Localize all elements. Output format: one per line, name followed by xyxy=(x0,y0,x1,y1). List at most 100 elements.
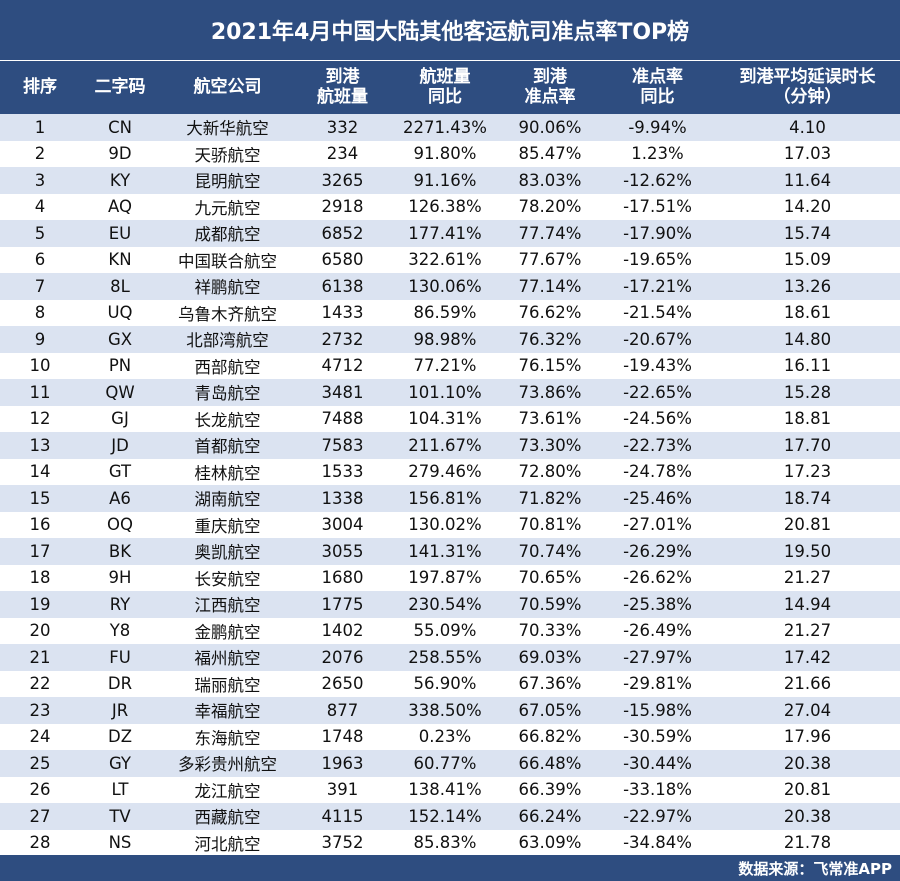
cell-airline: 昆明航空 xyxy=(194,172,261,192)
cell-avg-delay: 21.27 xyxy=(783,621,832,641)
cell-avg-delay: 18.81 xyxy=(783,409,832,429)
cell-avg-delay: 15.74 xyxy=(783,223,832,243)
cell-code: A6 xyxy=(109,488,131,508)
cell-avg-delay: 21.27 xyxy=(783,568,832,588)
cell-on-time-rate: 70.81% xyxy=(518,515,582,535)
cell-avg-delay: 20.81 xyxy=(783,780,832,800)
cell-arrivals-yoy: 55.09% xyxy=(413,621,477,641)
cell-airline: 多彩贵州航空 xyxy=(178,755,277,775)
cell-rank: 10 xyxy=(29,356,51,376)
cell-rank: 19 xyxy=(29,594,51,614)
cell-arrivals-yoy: 56.90% xyxy=(413,674,477,694)
cell-arrivals: 4712 xyxy=(321,356,364,376)
table-row: 11 QW 青岛航空 3481 101.10% 73.86% -22.65% 15.28 xyxy=(0,379,900,406)
cell-arrivals: 234 xyxy=(326,144,359,164)
cell-code: TV xyxy=(109,806,131,826)
cell-avg-delay: 17.70 xyxy=(783,435,832,455)
cell-airline: 东海航空 xyxy=(194,728,261,748)
cell-arrivals-yoy: 152.14% xyxy=(408,806,482,826)
cell-code: Y8 xyxy=(109,621,131,641)
cell-rank: 22 xyxy=(29,674,51,694)
cell-airline: 长安航空 xyxy=(194,569,261,589)
cell-arrivals: 1338 xyxy=(321,488,364,508)
table-body: 1 CN 大新华航空 332 2271.43% 90.06% -9.94% 4.10 2 9D 天骄… xyxy=(0,114,900,856)
cell-rank: 11 xyxy=(29,382,51,402)
cell-rank: 15 xyxy=(29,488,51,508)
cell-code: 9D xyxy=(108,144,132,164)
cell-code: QW xyxy=(105,382,135,402)
header-rank: 排序 xyxy=(23,76,57,97)
cell-arrivals: 2732 xyxy=(321,329,364,349)
cell-arrivals: 1775 xyxy=(321,594,364,614)
cell-avg-delay: 21.78 xyxy=(783,833,832,853)
cell-avg-delay: 17.96 xyxy=(783,727,832,747)
cell-arrivals: 1402 xyxy=(321,621,364,641)
cell-arrivals-yoy: 85.83% xyxy=(413,833,477,853)
cell-arrivals: 7488 xyxy=(321,409,364,429)
cell-rate-yoy: -27.01% xyxy=(623,515,692,535)
cell-rank: 18 xyxy=(29,568,51,588)
table-row: 21 FU 福州航空 2076 258.55% 69.03% -27.97% 17.42 xyxy=(0,644,900,671)
table-row: 5 EU 成都航空 6852 177.41% 77.74% -17.90% 15.74 xyxy=(0,220,900,247)
cell-arrivals: 1680 xyxy=(321,568,364,588)
cell-code: DZ xyxy=(107,727,132,747)
cell-avg-delay: 11.64 xyxy=(783,170,832,190)
cell-on-time-rate: 67.05% xyxy=(518,700,582,720)
cell-rate-yoy: -15.98% xyxy=(623,700,692,720)
cell-arrivals-yoy: 130.06% xyxy=(408,276,482,296)
cell-arrivals-yoy: 156.81% xyxy=(408,488,482,508)
cell-arrivals-yoy: 211.67% xyxy=(408,435,482,455)
cell-rank: 9 xyxy=(34,329,46,349)
cell-on-time-rate: 66.39% xyxy=(518,780,582,800)
cell-avg-delay: 18.61 xyxy=(783,303,832,323)
cell-airline: 天骄航空 xyxy=(194,145,261,165)
table-row: 18 9H 长安航空 1680 197.87% 70.65% -26.62% 21.27 xyxy=(0,564,900,591)
cell-arrivals: 332 xyxy=(326,117,359,137)
cell-rate-yoy: -26.49% xyxy=(623,621,692,641)
cell-arrivals: 6580 xyxy=(321,250,364,270)
cell-on-time-rate: 77.74% xyxy=(518,223,582,243)
cell-arrivals: 1433 xyxy=(321,303,364,323)
cell-airline: 长龙航空 xyxy=(194,410,261,430)
cell-code: FU xyxy=(109,647,131,667)
table-row: 1 CN 大新华航空 332 2271.43% 90.06% -9.94% 4.10 xyxy=(0,114,900,141)
cell-rate-yoy: 1.23% xyxy=(631,144,684,164)
cell-rate-yoy: -22.65% xyxy=(623,382,692,402)
table-row: 25 GY 多彩贵州航空 1963 60.77% 66.48% -30.44% 20.38 xyxy=(0,750,900,777)
cell-rate-yoy: -17.21% xyxy=(623,276,692,296)
cell-code: JR xyxy=(111,700,129,720)
cell-on-time-rate: 66.48% xyxy=(518,753,582,773)
cell-code: GX xyxy=(107,329,133,349)
cell-airline: 福州航空 xyxy=(194,649,261,669)
cell-airline: 大新华航空 xyxy=(186,119,269,139)
cell-code: RY xyxy=(109,594,131,614)
cell-code: PN xyxy=(108,356,132,376)
cell-rank: 3 xyxy=(34,170,46,190)
cell-rate-yoy: -30.59% xyxy=(623,727,692,747)
cell-rate-yoy: -12.62% xyxy=(623,170,692,190)
cell-on-time-rate: 77.67% xyxy=(518,250,582,270)
cell-code: GJ xyxy=(111,409,129,429)
cell-avg-delay: 20.38 xyxy=(783,753,832,773)
cell-rank: 4 xyxy=(34,197,46,217)
cell-arrivals-yoy: 91.16% xyxy=(413,170,477,190)
cell-airline: 龙江航空 xyxy=(194,781,261,801)
cell-code: UQ xyxy=(107,303,133,323)
cell-on-time-rate: 70.59% xyxy=(518,594,582,614)
cell-code: NS xyxy=(108,833,132,853)
cell-rate-yoy: -24.56% xyxy=(623,409,692,429)
table-row: 22 DR 瑞丽航空 2650 56.90% 67.36% -29.81% 21.66 xyxy=(0,670,900,697)
cell-on-time-rate: 76.15% xyxy=(518,356,582,376)
cell-avg-delay: 17.23 xyxy=(783,462,832,482)
cell-arrivals: 2650 xyxy=(321,674,364,694)
cell-rank: 26 xyxy=(29,780,51,800)
cell-arrivals-yoy: 126.38% xyxy=(408,197,482,217)
cell-rank: 20 xyxy=(29,621,51,641)
cell-rate-yoy: -24.78% xyxy=(623,462,692,482)
cell-avg-delay: 13.26 xyxy=(783,276,832,296)
cell-rank: 21 xyxy=(29,647,51,667)
cell-code: LT xyxy=(111,780,129,800)
cell-rate-yoy: -30.44% xyxy=(623,753,692,773)
table-row: 6 KN 中国联合航空 6580 322.61% 77.67% -19.65% 15.09 xyxy=(0,246,900,273)
cell-on-time-rate: 85.47% xyxy=(518,144,582,164)
